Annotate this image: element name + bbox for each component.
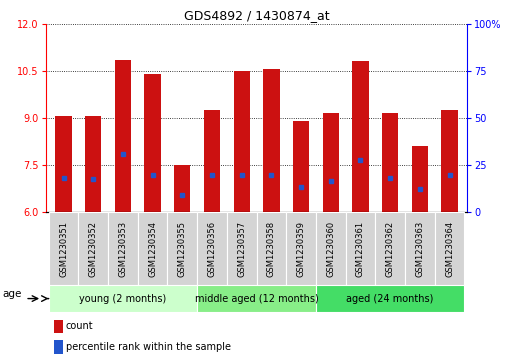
Bar (197, 212, 227, 285)
Bar (168, 212, 197, 285)
Bar (115, 60, 131, 212)
Bar (345, 212, 375, 285)
Text: GSM1230351: GSM1230351 (59, 221, 68, 277)
Title: GDS4892 / 1430874_at: GDS4892 / 1430874_at (184, 9, 329, 23)
Text: GSM1230357: GSM1230357 (237, 221, 246, 277)
Bar (49, 212, 78, 285)
Bar (375, 212, 405, 285)
Bar (234, 71, 250, 212)
Bar (257, 212, 286, 285)
Text: GSM1230352: GSM1230352 (89, 221, 98, 277)
Text: GSM1230360: GSM1230360 (326, 221, 335, 277)
Text: GSM1230356: GSM1230356 (207, 221, 216, 277)
Bar (54, 320, 64, 333)
Bar (441, 110, 458, 212)
Text: count: count (66, 321, 93, 331)
Text: GSM1230353: GSM1230353 (118, 221, 128, 277)
Bar (293, 121, 309, 212)
Text: middle aged (12 months): middle aged (12 months) (195, 294, 319, 303)
Bar (55, 117, 72, 212)
Bar (316, 285, 464, 312)
Bar (138, 212, 168, 285)
Bar (323, 113, 339, 212)
Bar (54, 340, 64, 354)
Bar (144, 74, 161, 212)
Bar (382, 113, 398, 212)
Bar (227, 212, 257, 285)
Bar (316, 212, 345, 285)
Bar (174, 165, 190, 212)
Bar (405, 212, 435, 285)
Text: GSM1230361: GSM1230361 (356, 221, 365, 277)
Text: percentile rank within the sample: percentile rank within the sample (66, 342, 231, 352)
Bar (49, 285, 197, 312)
Text: aged (24 months): aged (24 months) (346, 294, 434, 303)
Text: GSM1230355: GSM1230355 (178, 221, 187, 277)
Bar (263, 69, 279, 212)
Bar (286, 212, 316, 285)
Bar (411, 146, 428, 212)
Bar (85, 117, 102, 212)
Text: age: age (2, 289, 22, 299)
Text: young (2 months): young (2 months) (79, 294, 167, 303)
Bar (78, 212, 108, 285)
Text: GSM1230358: GSM1230358 (267, 221, 276, 277)
Bar (197, 285, 316, 312)
Text: GSM1230359: GSM1230359 (297, 221, 306, 277)
Bar (353, 61, 369, 212)
Text: GSM1230354: GSM1230354 (148, 221, 157, 277)
Bar (204, 110, 220, 212)
Text: GSM1230364: GSM1230364 (445, 221, 454, 277)
Text: GSM1230363: GSM1230363 (416, 221, 424, 277)
Bar (435, 212, 464, 285)
Bar (108, 212, 138, 285)
Text: GSM1230362: GSM1230362 (386, 221, 395, 277)
